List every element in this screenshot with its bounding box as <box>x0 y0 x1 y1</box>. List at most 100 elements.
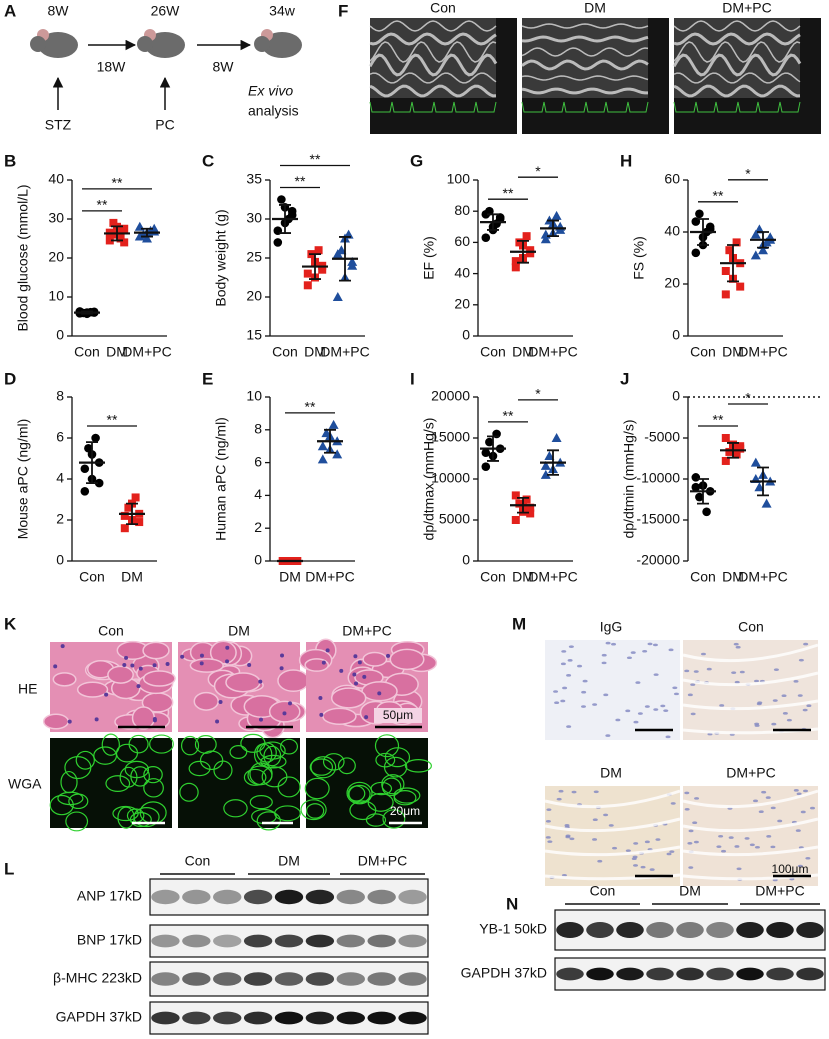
x-tick-label: DM+PC <box>320 344 369 360</box>
ihc-nucleus <box>561 650 567 653</box>
data-point <box>695 209 704 219</box>
ihc-nucleus <box>734 845 740 848</box>
data-point <box>540 229 551 239</box>
ihc-nucleus <box>547 840 553 843</box>
ihc-nucleus <box>647 642 653 646</box>
data-point <box>526 249 535 258</box>
y-tick-label: 80 <box>454 202 470 218</box>
y-axis-label: Mouse aPC (ng/ml) <box>15 419 31 540</box>
ihc-nucleus <box>668 648 674 652</box>
ihc-label: Con <box>738 619 764 635</box>
ihc-nucleus <box>688 866 694 869</box>
ihc-nucleus <box>805 856 811 860</box>
ihc-nucleus <box>626 656 632 660</box>
blot-band <box>243 1011 273 1025</box>
he-nucleus <box>199 653 204 658</box>
x-tick-label: DM+PC <box>738 569 787 585</box>
x-tick-label: Con <box>480 344 506 360</box>
ihc-nucleus <box>773 668 779 671</box>
y-tick-label: 8 <box>56 388 64 404</box>
ihc-label: DM+PC <box>726 765 775 781</box>
he-cell <box>142 641 170 660</box>
data-point <box>526 509 535 518</box>
x-tick-label: Con <box>690 344 716 360</box>
wga-cell <box>64 755 92 780</box>
wga-cell <box>188 760 211 777</box>
y-tick-label: 10 <box>48 288 64 304</box>
wga-cell <box>305 803 325 819</box>
y-tick-label: 15000 <box>431 429 470 445</box>
blot-band <box>213 889 242 905</box>
blot-band <box>274 934 304 948</box>
ihc-nucleus <box>669 850 675 853</box>
data-point <box>551 210 562 220</box>
blot-band <box>676 967 704 981</box>
ihc-nucleus <box>754 845 760 849</box>
he-nucleus <box>104 692 109 697</box>
data-point <box>721 434 730 442</box>
he-nucleus <box>364 715 369 720</box>
x-tick-label: DM <box>121 569 143 585</box>
y-axis-label: dp/dtmax (mmHg/s) <box>421 418 437 541</box>
he-nucleus <box>94 717 99 722</box>
blot-band <box>274 972 304 986</box>
ihc-nucleus <box>693 840 699 844</box>
ihc-nucleus <box>777 819 783 823</box>
ihc-nucleus <box>562 686 568 690</box>
wga-cell <box>119 766 138 788</box>
y-tick-label: 20000 <box>431 388 470 404</box>
data-point <box>511 491 520 500</box>
wga-cell <box>229 745 248 759</box>
y-tick-label: 2 <box>56 511 64 527</box>
sd-bar <box>517 239 529 264</box>
ihc-nucleus <box>797 694 803 697</box>
data-point <box>332 292 343 301</box>
he-nucleus <box>165 662 170 667</box>
he-nucleus <box>353 654 358 659</box>
he-nucleus <box>280 653 285 658</box>
he-nucleus <box>325 648 330 653</box>
analysis-label: Ex vivo <box>248 83 293 99</box>
ihc-nucleus <box>694 797 700 800</box>
ihc-nucleus <box>687 693 693 697</box>
he-cell <box>52 672 77 687</box>
ihc-nucleus <box>796 792 802 796</box>
ihc-nucleus <box>672 686 678 690</box>
panel-letter: K <box>4 614 17 633</box>
he-nucleus <box>67 719 72 724</box>
dot-plot: 0 2 4 6 8 10 Human aPC (ng/ml) DM DM+PC ** <box>213 388 355 585</box>
data-point <box>120 524 129 533</box>
data-point <box>131 493 140 502</box>
echo-trace <box>521 23 649 29</box>
ihc-nucleus <box>665 735 671 739</box>
blot-band <box>243 934 273 948</box>
blot-band <box>305 972 335 986</box>
x-tick-label: DM <box>722 569 744 585</box>
x-tick-label: Con <box>272 344 298 360</box>
y-tick-label: 6 <box>254 453 262 469</box>
wga-cell <box>381 774 405 795</box>
wga-cell <box>143 766 163 784</box>
he-nucleus <box>318 696 323 701</box>
interval-label: 18W <box>97 59 127 75</box>
echo-trace <box>521 59 649 71</box>
data-point <box>303 269 312 278</box>
data-point <box>511 516 520 524</box>
ihc-nucleus <box>733 642 739 646</box>
x-tick-label: Con <box>480 569 506 585</box>
ihc-nucleus <box>688 829 694 833</box>
sd-bar <box>757 231 769 249</box>
x-tick-label: DM <box>304 344 326 360</box>
wga-cell <box>365 813 387 827</box>
sd-bar <box>727 442 739 459</box>
he-cell <box>277 669 310 693</box>
data-point <box>120 238 129 247</box>
he-nucleus <box>53 664 58 669</box>
blot-band <box>556 922 584 938</box>
he-nucleus <box>225 659 230 664</box>
wga-cell <box>337 757 356 775</box>
he-nucleus <box>287 701 292 706</box>
echo-trace <box>369 32 497 46</box>
